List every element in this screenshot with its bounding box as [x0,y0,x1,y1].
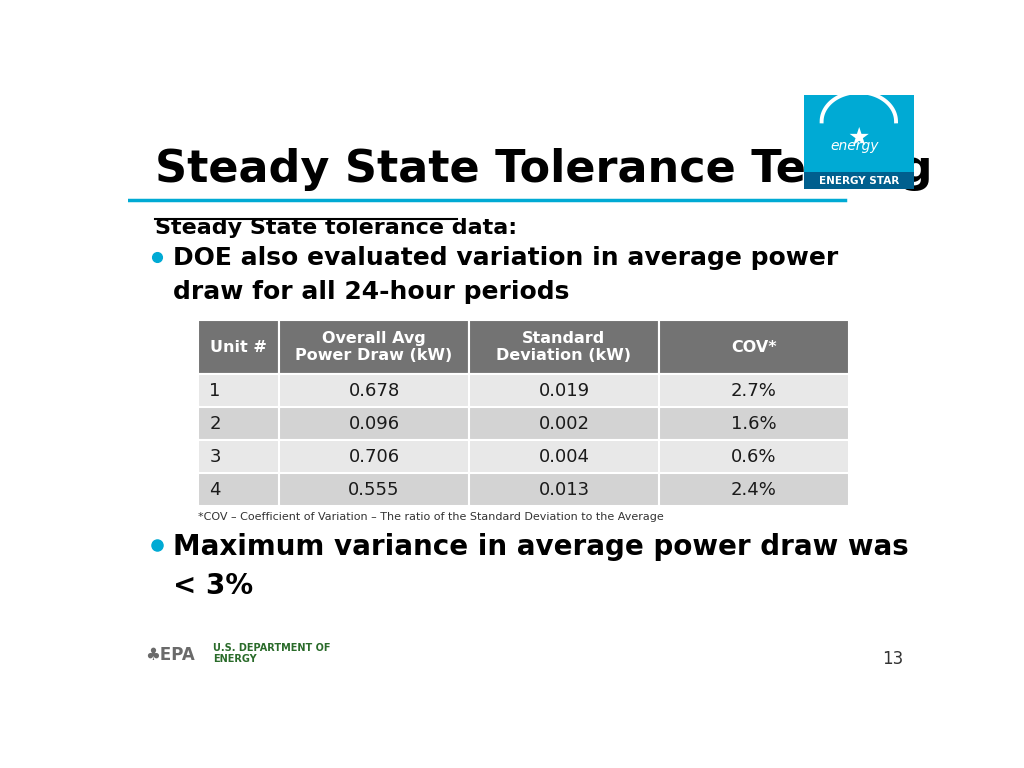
Text: U.S. DEPARTMENT OF
ENERGY: U.S. DEPARTMENT OF ENERGY [213,643,331,664]
Text: 1.6%: 1.6% [731,415,776,432]
Text: 0.004: 0.004 [539,448,590,465]
Text: Steady State tolerance data:: Steady State tolerance data: [155,217,517,237]
FancyBboxPatch shape [658,320,849,374]
FancyBboxPatch shape [804,95,913,172]
Text: *COV – Coefficient of Variation – The ratio of the Standard Deviation to the Ave: *COV – Coefficient of Variation – The ra… [198,511,664,521]
Text: 2.7%: 2.7% [731,382,777,399]
Text: < 3%: < 3% [173,572,253,600]
FancyBboxPatch shape [469,407,658,440]
Text: COV*: COV* [731,339,776,355]
FancyBboxPatch shape [198,320,280,374]
Text: 13: 13 [882,650,903,668]
FancyBboxPatch shape [198,440,280,473]
FancyBboxPatch shape [280,374,469,407]
Text: 0.6%: 0.6% [731,448,776,465]
Text: energy: energy [830,139,880,153]
Text: 0.096: 0.096 [348,415,399,432]
Text: Steady State Tolerance Testing: Steady State Tolerance Testing [155,148,933,191]
Text: 0.013: 0.013 [539,481,590,499]
Text: Unit #: Unit # [210,339,267,355]
Text: 0.706: 0.706 [348,448,399,465]
FancyBboxPatch shape [658,440,849,473]
Text: 2.4%: 2.4% [731,481,777,499]
Text: Overall Avg
Power Draw (kW): Overall Avg Power Draw (kW) [296,331,453,363]
Text: ★: ★ [848,127,870,151]
FancyBboxPatch shape [469,473,658,506]
FancyBboxPatch shape [658,473,849,506]
Text: 0.019: 0.019 [539,382,590,399]
Text: DOE also evaluated variation in average power: DOE also evaluated variation in average … [173,247,839,270]
FancyBboxPatch shape [804,172,913,189]
FancyBboxPatch shape [198,407,280,440]
Text: 2: 2 [209,415,221,432]
FancyBboxPatch shape [198,473,280,506]
Text: draw for all 24-hour periods: draw for all 24-hour periods [173,280,569,304]
FancyBboxPatch shape [280,440,469,473]
Text: 0.678: 0.678 [348,382,399,399]
FancyBboxPatch shape [469,374,658,407]
Text: 0.002: 0.002 [539,415,590,432]
FancyBboxPatch shape [280,320,469,374]
Text: Standard
Deviation (kW): Standard Deviation (kW) [497,331,632,363]
Text: ENERGY STAR: ENERGY STAR [819,176,899,186]
FancyBboxPatch shape [469,320,658,374]
FancyBboxPatch shape [280,473,469,506]
Text: 3: 3 [209,448,221,465]
Text: 0.555: 0.555 [348,481,399,499]
FancyBboxPatch shape [469,440,658,473]
Text: 4: 4 [209,481,221,499]
FancyBboxPatch shape [198,374,280,407]
FancyBboxPatch shape [280,407,469,440]
Text: 1: 1 [209,382,221,399]
FancyBboxPatch shape [658,407,849,440]
FancyBboxPatch shape [658,374,849,407]
Text: ♣EPA: ♣EPA [145,646,195,664]
Text: Maximum variance in average power draw was: Maximum variance in average power draw w… [173,533,908,561]
